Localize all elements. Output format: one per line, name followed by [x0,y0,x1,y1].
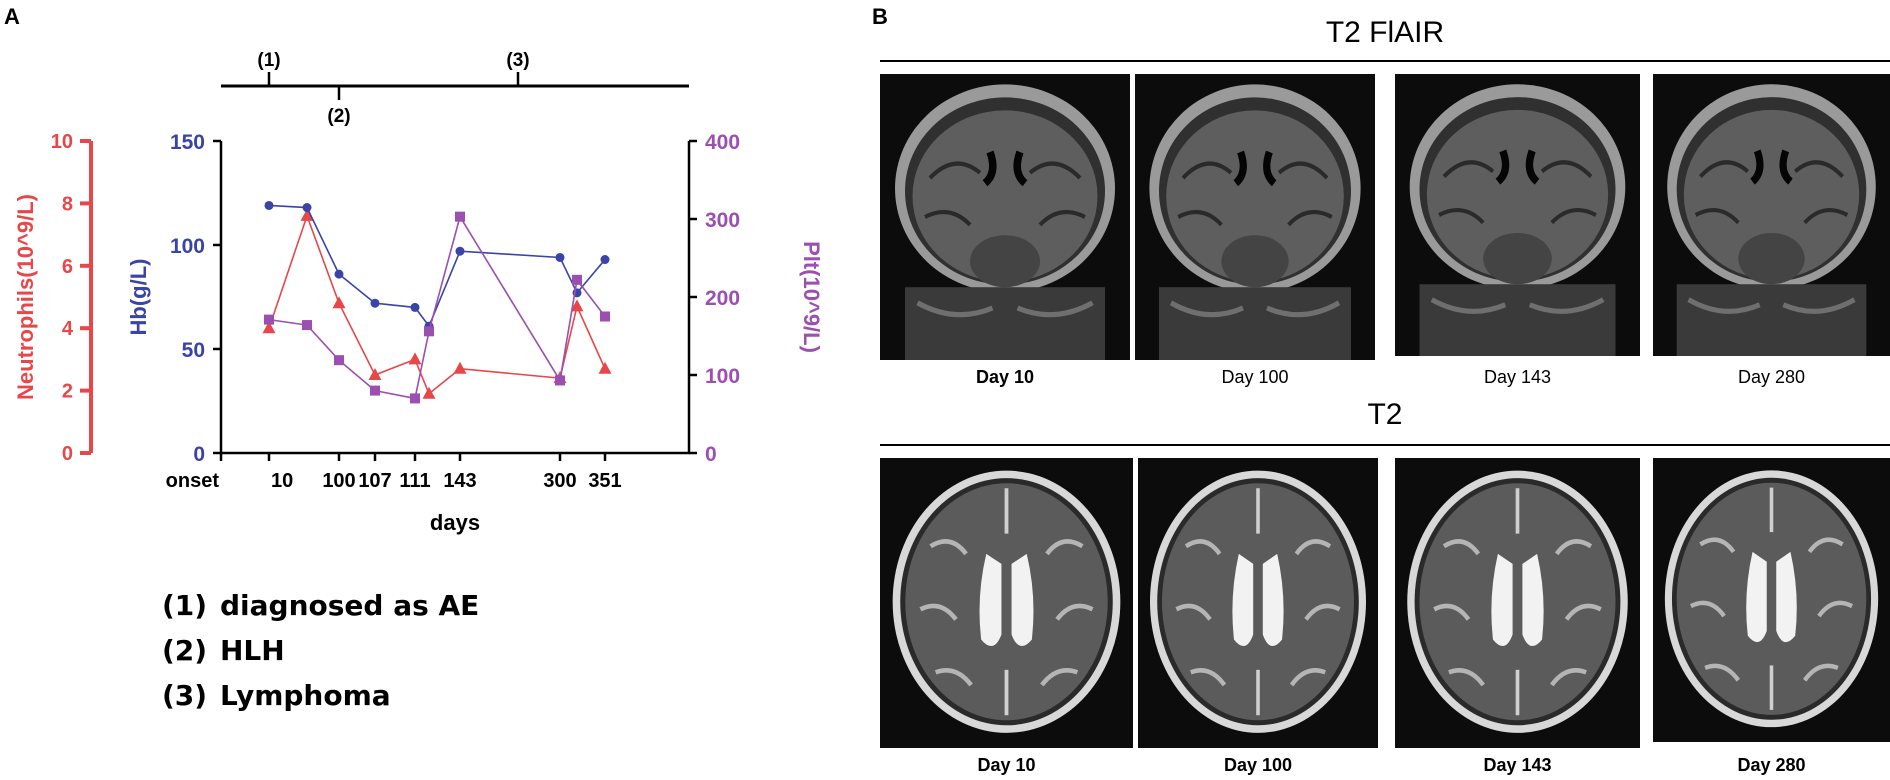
flair-scan-label: Day 280 [1737,367,1806,387]
neutrophils-tick-label: 0 [62,443,73,465]
flair-coronal-scan-image [1395,74,1640,356]
plt-point [370,385,380,396]
plt-axis-label: Plt(10^9/L) [799,241,824,353]
hb-point [555,252,565,262]
legend-item: (2) HLH [162,634,285,667]
hb-point [410,302,420,312]
hb-point [455,246,465,256]
t2-scan-label: Day 143 [1483,755,1552,775]
hb-tick-label: 0 [193,443,205,466]
t2-scan-label: Day 100 [1223,755,1293,775]
event-legend: (1) diagnosed as AE (2) HLH (3) Lymphoma [162,583,479,718]
plt-point [555,375,565,386]
t2-axial-scan-image [880,458,1133,748]
series-line-circle [268,204,606,328]
plt-point [264,314,274,325]
flair-scan-label: Day 10 [975,367,1035,387]
plt-tick-label: 0 [705,443,717,466]
legend-item: (3) Lymphoma [162,679,391,712]
flair-section-title: T2 FlAIR [1325,16,1445,49]
plt-point [302,320,312,331]
plt-tick-label: 200 [705,287,740,310]
t2-scan-label: Day 10 [977,755,1036,775]
plt-tick-label: 300 [705,209,740,232]
x-axis-label: days [430,510,480,535]
x-tick-label: 111 [399,470,430,492]
t2-scan-label: Day 280 [1737,755,1806,775]
x-tick-label: 10 [271,470,293,492]
panel-b-letter: B [872,4,888,29]
neutrophils-point [262,321,276,334]
x-tick-label: 300 [543,470,576,492]
t2-axial-scan-image [1653,458,1890,742]
timeline-marker-label: (1) [257,50,280,71]
hb-axis-label: Hb(g/L) [126,259,151,336]
neutrophils-point [368,368,382,380]
flair-coronal-scan-image [880,74,1130,360]
t2-divider [880,444,1890,446]
flair-coronal-scan-image [1135,74,1375,360]
neutrophils-tick-label: 2 [62,381,73,403]
panel-a-letter: A [4,4,20,29]
plt-point [410,393,420,404]
series-line-triangle [268,213,606,396]
x-tick-label: 351 [588,470,621,492]
lab-values-chart: 0246810Neutrophils(10^9/L)050100150Hb(g/… [13,50,824,535]
neutrophils-point [408,352,422,365]
plt-point [424,326,434,337]
hb-point [302,203,312,213]
t2-axial-scan-image [1395,458,1640,748]
series-line-square [268,214,606,400]
plt-point [455,211,465,222]
neutrophils-point [300,208,314,221]
plt-tick-label: 100 [705,365,740,388]
hb-point [264,200,274,210]
flair-scan-label: Day 143 [1483,367,1552,387]
x-tick-label: onset [166,470,220,492]
flair-divider [880,60,1890,62]
neutrophils-tick-label: 8 [62,193,73,215]
flair-coronal-scan-image [1653,74,1890,356]
t2-axial-scan-image [1138,458,1378,748]
hb-tick-label: 150 [170,131,205,154]
plt-tick-label: 400 [705,131,740,154]
timeline-marker-label: (2) [327,106,350,127]
hb-tick-label: 50 [182,339,205,362]
neutrophils-point [598,361,612,374]
hb-tick-label: 100 [170,235,205,258]
neutrophils-point [453,361,467,374]
x-tick-label: 143 [443,470,476,492]
neutrophils-tick-label: 4 [62,318,74,340]
neutrophils-tick-label: 6 [62,256,73,278]
timeline-marker-label: (3) [506,50,529,71]
neutrophils-tick-label: 10 [51,131,73,153]
neutrophils-point [422,386,436,399]
neutrophils-point [570,299,584,312]
plt-point [600,311,610,322]
x-tick-label: 100 [322,470,355,492]
plt-point [334,355,344,366]
hb-point [600,255,610,265]
neutrophils-point [332,296,346,309]
legend-item: (1) diagnosed as AE [162,589,480,622]
hb-point [370,298,380,308]
plt-point [572,274,582,285]
x-tick-label: 107 [358,470,391,492]
flair-scan-label: Day 100 [1221,367,1289,387]
neutrophils-axis-label: Neutrophils(10^9/L) [13,194,38,400]
hb-point [334,269,344,279]
t2-section-title: T2 [1367,398,1403,431]
